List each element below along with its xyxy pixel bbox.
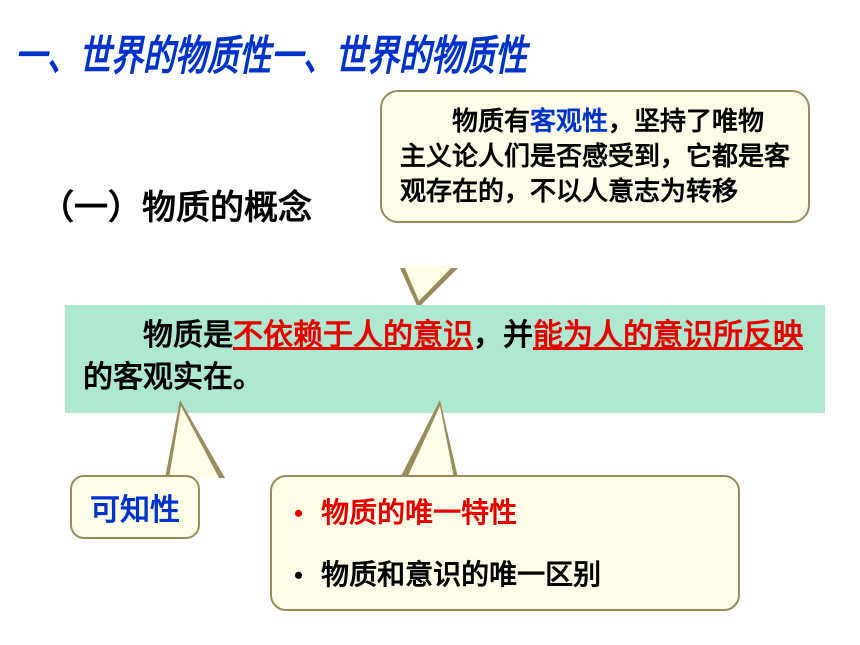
callout-left-tail-inner <box>169 406 219 478</box>
callout-right-tail-inner <box>407 406 454 478</box>
def-seg5: 的客观实在。 <box>83 361 263 394</box>
page-title: 一、世界的物质性一、世界的物质性 <box>15 23 527 83</box>
def-seg2: 不依赖于人的意识 <box>233 319 473 352</box>
section-subtitle: （一）物质的概念 <box>40 180 312 229</box>
def-seg4: 能为人的意识所反映 <box>533 319 803 352</box>
title-part1: 一、世界的物质性 <box>15 32 271 79</box>
def-seg1: 物质是 <box>143 319 233 352</box>
callout-top-seg2: 客观性 <box>530 107 608 136</box>
callout-top-tail-inner <box>404 266 453 301</box>
title-part2: 一、世界的物质性 <box>271 32 527 79</box>
callout-knowability: 可知性 <box>70 475 200 539</box>
callout-characteristics: • 物质的唯一特性 • 物质和意识的唯一区别 <box>270 475 740 611</box>
def-indent <box>83 319 143 352</box>
bullet-text-1: 物质的唯一特性 <box>321 491 517 531</box>
bullet-text-2: 物质和意识的唯一区别 <box>321 553 601 593</box>
callout-top-seg1: 物质有 <box>452 107 530 136</box>
definition-box: 物质是不依赖于人的意识，并能为人的意识所反映的客观实在。 <box>65 305 825 413</box>
def-seg3: ，并 <box>473 319 533 352</box>
callout-objectivity: 物质有客观性，坚持了唯物主义论人们是否感受到，它都是客观存在的，不以人意志为转移 <box>380 90 810 223</box>
bullet-dot-2: • <box>294 561 303 591</box>
callout-top-indent <box>400 107 452 136</box>
bullet-row-1: • 物质的唯一特性 <box>294 491 716 531</box>
bullet-dot-1: • <box>294 499 303 529</box>
callout-left-text: 可知性 <box>90 494 180 527</box>
bullet-row-2: • 物质和意识的唯一区别 <box>294 553 716 593</box>
